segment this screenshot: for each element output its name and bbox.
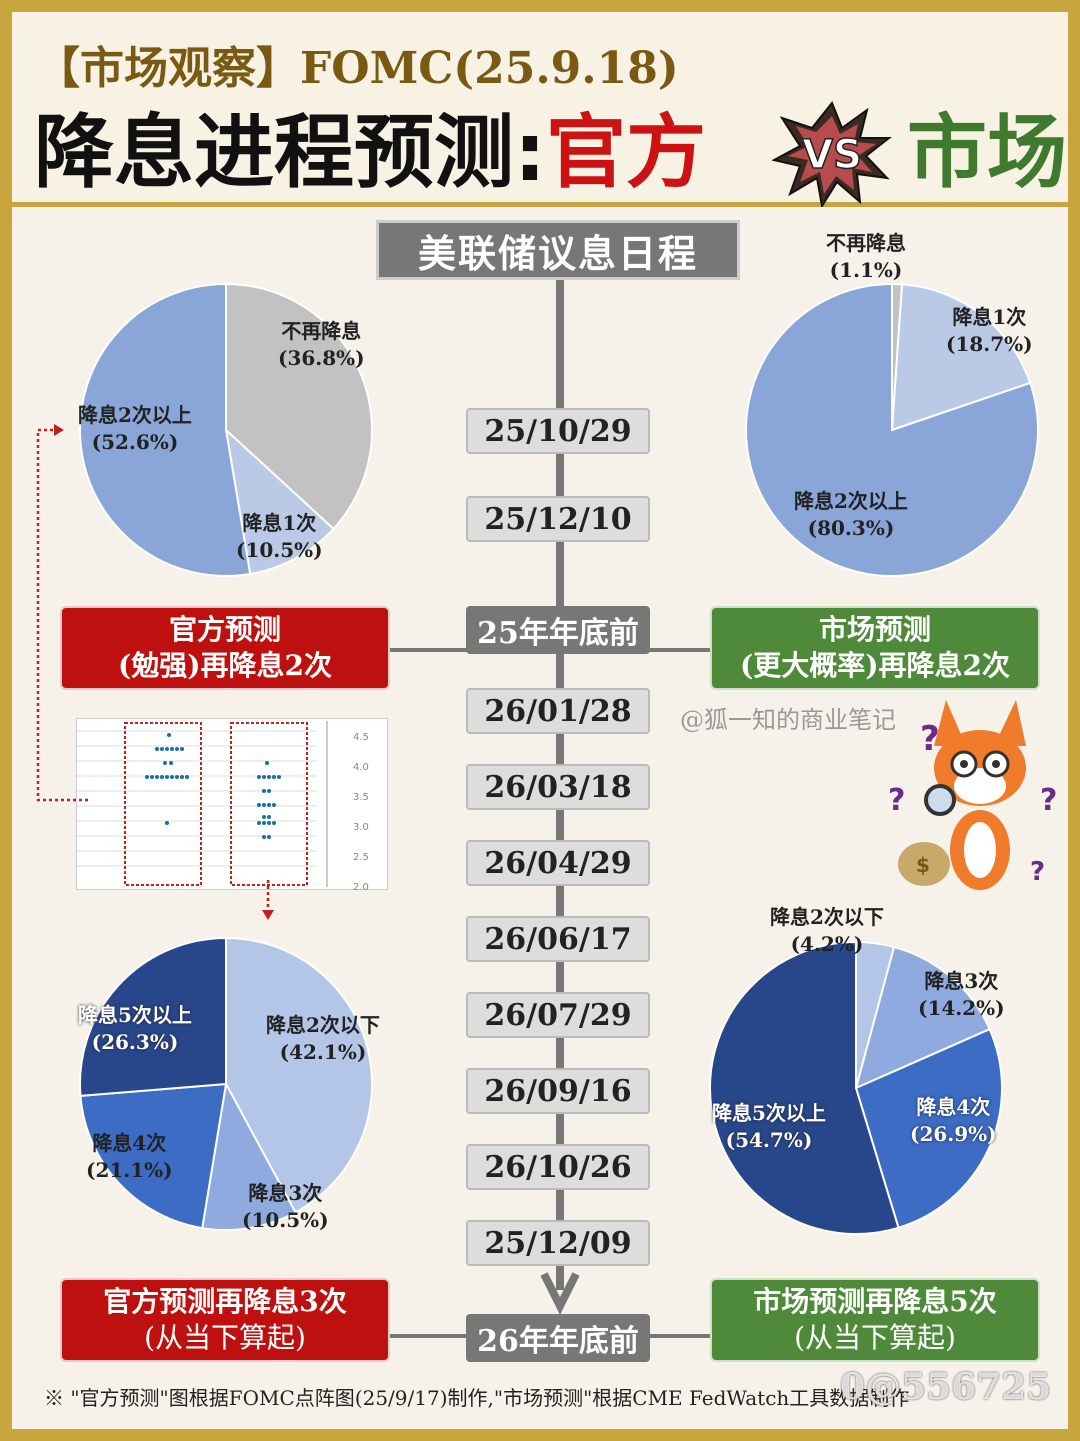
title-part3-wrap: 市场 (907, 108, 1067, 198)
schedule-title: 美联储议息日程 (376, 220, 740, 280)
pie-label: 降息1次 (10.5%) (236, 511, 323, 562)
pie-label: 不再降息 (1.1%) (826, 231, 906, 282)
svg-text:?: ? (888, 783, 905, 818)
official-2025-line2: (勉强)再降息2次 (118, 649, 332, 682)
pie-market-2025 (745, 282, 1039, 577)
market-2026-label: 市场预测再降息5次 (从当下算起) (710, 1278, 1040, 1362)
pie-official-2026 (79, 936, 373, 1231)
pie-label: 降息5次以上 (54.7%) (712, 1101, 826, 1152)
watermark: @狐一知的商业笔记 (680, 706, 896, 734)
official-2026-line1: 官方预测再降息3次 (103, 1285, 347, 1318)
date-box: 26/06/17 (466, 916, 650, 962)
pie-slice (201, 1080, 297, 1231)
official-2025-label: 官方预测 (勉强)再降息2次 (60, 606, 390, 690)
dotted-connector-arrows (36, 424, 274, 920)
title-part2: 官方 (546, 106, 706, 199)
vs-burst-icon: VS (772, 101, 892, 208)
watermark-overlay: 0@556725 (840, 1366, 1052, 1408)
pie-slice (224, 427, 335, 576)
pie-slice (854, 945, 991, 1090)
pie-label: 降息4次 (26.9%) (910, 1095, 997, 1146)
market-2025-line1: 市场预测 (818, 613, 931, 646)
title-part3: 市场 (907, 106, 1067, 199)
pie-official-2025 (79, 282, 373, 577)
header: 【市场观察】FOMC(25.9.18) 降息进程预测:官方 VS 市场 (12, 12, 1068, 208)
date-box: 26/09/16 (466, 1068, 650, 1114)
market-2026-line2: (从当下算起) (794, 1321, 956, 1354)
market-2025-line2: (更大概率)再降息2次 (740, 649, 1010, 682)
page-title: 降息进程预测:官方 (34, 108, 706, 198)
pie-slice (745, 282, 1039, 577)
market-2026-line1: 市场预测再降息5次 (753, 1285, 997, 1318)
vs-text: VS (802, 132, 862, 178)
pie-label: 降息2次以上 (80.3%) (794, 489, 908, 540)
pie-slice (79, 282, 252, 577)
date-box: 26/07/29 (466, 992, 650, 1038)
pie-slice (709, 940, 900, 1235)
dotplot-graphic (77, 721, 328, 887)
pie-slice (79, 936, 227, 1097)
pie-market-2026 (709, 940, 1003, 1235)
date-box: 25/10/29 (466, 408, 650, 454)
date-box: 25/12/10 (466, 496, 650, 542)
pie-slice (79, 1082, 228, 1230)
official-2025-line1: 官方预测 (168, 613, 281, 646)
pie-label: 降息2次以下 (42.1%) (266, 1013, 380, 1064)
pie-label: 降息3次 (14.2%) (918, 969, 1005, 1020)
pie-label: 降息3次 (10.5%) (242, 1181, 329, 1232)
pie-slice (225, 282, 373, 531)
date-box: 26/04/29 (466, 840, 650, 886)
date-box: 26/10/26 (466, 1144, 650, 1190)
title-part1: 降息进程预测: (34, 106, 546, 199)
pie-label: 降息2次以上 (52.6%) (78, 403, 192, 454)
official-2026-label: 官方预测再降息3次 (从当下算起) (60, 1278, 390, 1362)
date-box: 26/01/28 (466, 688, 650, 734)
arrow-down-icon (540, 1272, 580, 1314)
pie-label: 降息2次以下 (4.2%) (770, 905, 884, 956)
date-box: 25/12/09 (466, 1220, 650, 1266)
pie-slice (225, 936, 373, 1214)
svg-text:?: ? (920, 719, 940, 759)
tag-line: 【市场观察】FOMC(25.9.18) (36, 43, 679, 94)
pie-label: 降息1次 (18.7%) (946, 305, 1033, 356)
pie-slice (854, 1027, 1003, 1229)
pie-slice (890, 283, 1032, 432)
svg-text:$: $ (916, 853, 930, 877)
fox-mascot-icon: ? ? ? ? $ (888, 700, 1057, 890)
dotplot-yaxis: 4.5 4.0 3.5 3.0 2.5 2.0 (353, 732, 369, 893)
footnote: ※ "官方预测"图根据FOMC点阵图(25/9/17)制作,"市场预测"根据CM… (44, 1386, 910, 1410)
market-2025-label: 市场预测 (更大概率)再降息2次 (710, 606, 1040, 690)
svg-text:?: ? (1040, 783, 1057, 818)
year-end-2026: 26年年底前 (466, 1314, 650, 1362)
svg-text:?: ? (1030, 857, 1045, 887)
year-end-2025: 25年年底前 (466, 606, 650, 654)
date-box: 26/03/18 (466, 764, 650, 810)
pie-label: 降息4次 (21.1%) (86, 1131, 173, 1182)
pie-label: 不再降息 (36.8%) (278, 319, 365, 370)
fomc-dotplot-thumbnail: 4.5 4.0 3.5 3.0 2.5 2.0 (76, 718, 388, 893)
official-2026-line2: (从当下算起) (144, 1321, 306, 1354)
pie-label: 降息5次以上 (26.3%) (78, 1003, 192, 1054)
